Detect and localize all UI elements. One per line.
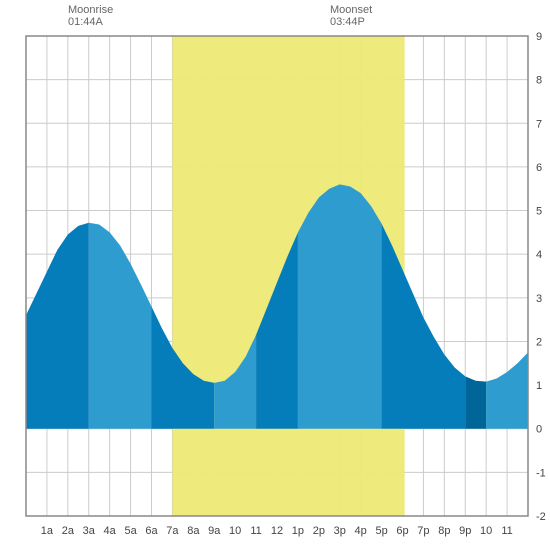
svg-text:4a: 4a	[104, 525, 117, 537]
svg-text:4p: 4p	[355, 525, 367, 537]
svg-text:-1: -1	[536, 467, 546, 479]
svg-text:11: 11	[501, 525, 512, 537]
svg-text:0: 0	[536, 424, 542, 436]
moonset-title: Moonset	[330, 4, 372, 16]
svg-text:8: 8	[536, 75, 542, 87]
moonrise-title: Moonrise	[68, 4, 113, 16]
svg-text:2p: 2p	[313, 525, 325, 537]
moonrise-time: 01:44A	[68, 16, 113, 28]
svg-text:1: 1	[536, 380, 542, 392]
svg-text:3a: 3a	[83, 525, 96, 537]
svg-text:7p: 7p	[417, 525, 429, 537]
svg-text:8p: 8p	[438, 525, 450, 537]
svg-text:5a: 5a	[124, 525, 137, 537]
svg-text:2a: 2a	[62, 525, 75, 537]
svg-text:1p: 1p	[292, 525, 304, 537]
svg-text:1a: 1a	[41, 525, 54, 537]
svg-text:7: 7	[536, 118, 542, 130]
svg-text:4: 4	[536, 249, 542, 261]
svg-text:8a: 8a	[187, 525, 200, 537]
svg-text:11: 11	[250, 525, 261, 537]
svg-text:-2: -2	[536, 511, 546, 523]
svg-text:6: 6	[536, 162, 542, 174]
svg-text:5p: 5p	[375, 525, 387, 537]
svg-text:6p: 6p	[396, 525, 408, 537]
moonrise-label: Moonrise 01:44A	[68, 4, 113, 28]
moonset-time: 03:44P	[330, 16, 372, 28]
svg-text:10: 10	[229, 525, 241, 537]
svg-text:9a: 9a	[208, 525, 221, 537]
moonset-label: Moonset 03:44P	[330, 4, 372, 28]
tide-chart: Moonrise 01:44A Moonset 03:44P -2-101234…	[0, 0, 550, 550]
svg-text:3: 3	[536, 293, 542, 305]
svg-text:9: 9	[536, 31, 542, 43]
svg-text:2: 2	[536, 336, 542, 348]
chart-svg: -2-101234567891a2a3a4a5a6a7a8a9a1011121p…	[0, 0, 550, 550]
svg-text:5: 5	[536, 206, 542, 218]
svg-text:7a: 7a	[166, 525, 179, 537]
svg-text:10: 10	[480, 525, 492, 537]
svg-text:12: 12	[271, 525, 283, 537]
svg-text:9p: 9p	[459, 525, 471, 537]
svg-text:6a: 6a	[145, 525, 158, 537]
svg-text:3p: 3p	[334, 525, 346, 537]
